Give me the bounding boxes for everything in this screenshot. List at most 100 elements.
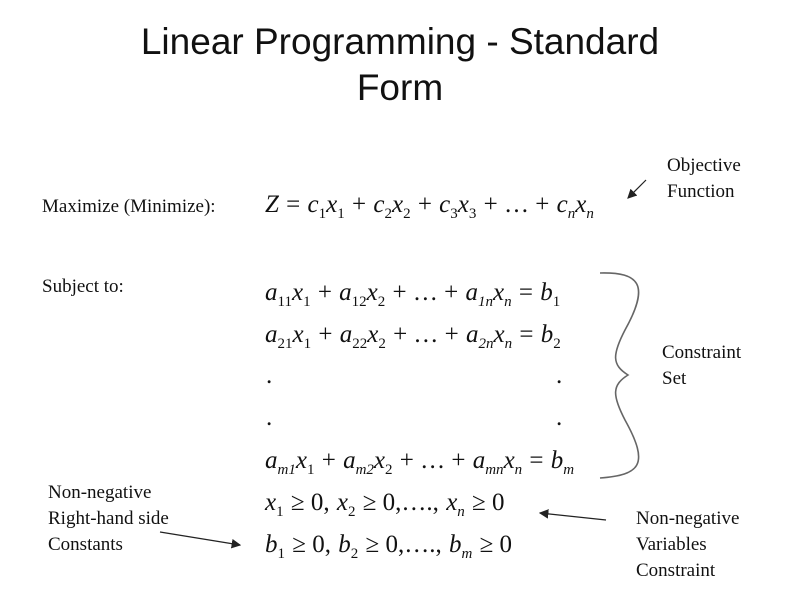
math-variable: x xyxy=(373,447,386,474)
vars-annotation-1: Non-negative xyxy=(636,508,740,529)
math-subscript: 11 xyxy=(277,294,292,310)
math-variable: b xyxy=(550,447,564,474)
nonneg-variables-formula: x1 ≥ 0, x2 ≥ 0,…., xn ≥ 0 xyxy=(265,488,506,520)
math-variable: x xyxy=(367,321,379,348)
math-subscript: 3 xyxy=(450,206,458,222)
math-subscript: 2 xyxy=(377,294,386,310)
math-operator: = xyxy=(512,279,540,306)
objective-arrow-icon xyxy=(627,179,647,199)
math-variable: x xyxy=(326,191,338,218)
objective-formula: Z = c1x1 + c2x2 + c3x3 + … + cnxn xyxy=(265,190,594,222)
math-operator: + … + xyxy=(393,447,472,474)
math-variable: b xyxy=(338,531,351,558)
math-variable: b xyxy=(265,531,278,558)
math-subscript: m xyxy=(461,546,473,562)
math-variable: a xyxy=(265,447,278,474)
math-variable: a xyxy=(343,447,356,474)
objective-annotation-2: Function xyxy=(667,181,735,202)
ellipsis-dot: . xyxy=(266,404,273,431)
math-variable: a xyxy=(339,279,352,306)
math-variable: x xyxy=(493,321,505,348)
math-operator: + … + xyxy=(477,191,556,218)
math-variable: x xyxy=(492,279,505,306)
math-variable: a xyxy=(466,321,479,348)
math-subscript: n xyxy=(514,462,523,478)
math-variable: x xyxy=(336,489,348,516)
rhs-annotation-2: Right-hand side xyxy=(48,508,169,529)
math-subscript: 2 xyxy=(385,462,393,478)
math-subscript: 1 xyxy=(303,294,311,310)
math-variable: x xyxy=(291,279,304,306)
math-subscript: 2n xyxy=(478,336,494,352)
math-subscript: 2 xyxy=(384,206,392,222)
math-variable: c xyxy=(439,191,451,218)
math-subscript: 1 xyxy=(337,206,345,222)
math-subscript: mn xyxy=(485,462,504,478)
math-subscript: 2 xyxy=(378,336,386,352)
math-subscript: 2 xyxy=(553,336,561,352)
math-subscript: 3 xyxy=(468,206,477,222)
math-operator: + xyxy=(315,447,343,474)
math-variable: a xyxy=(265,279,278,306)
title-line-2: Form xyxy=(356,67,444,108)
math-operator: ≥ 0, xyxy=(284,489,336,516)
math-variable: a xyxy=(472,447,486,474)
math-subscript: 1n xyxy=(477,294,493,310)
math-variable: x xyxy=(446,489,458,516)
vars-annotation-3: Constraint xyxy=(636,560,716,581)
math-subscript: 1 xyxy=(552,294,561,310)
math-variable: a xyxy=(265,321,278,348)
math-operator: = xyxy=(513,321,540,348)
math-operator: ≥ 0, xyxy=(286,531,338,558)
math-subscript: 1 xyxy=(277,546,286,562)
math-operator: ≥ 0 xyxy=(465,489,505,516)
math-variable: x xyxy=(292,321,304,348)
vars-annotation-2: Variables xyxy=(636,534,707,555)
math-subscript: m xyxy=(563,462,575,478)
math-variable: x xyxy=(457,191,469,218)
constraint-row-m: am1x1 + am2x2 + … + amnxn = bm xyxy=(265,446,575,478)
math-variable: c xyxy=(556,191,568,218)
math-variable: x xyxy=(391,191,404,218)
math-subscript: 1 xyxy=(303,336,312,352)
constraint-brace-icon xyxy=(599,272,640,479)
math-subscript: n xyxy=(504,294,512,310)
math-operator: = xyxy=(279,191,307,218)
math-operator: + … + xyxy=(386,279,465,306)
math-subscript: 21 xyxy=(277,336,293,352)
math-subscript: 1 xyxy=(318,206,327,222)
math-variable: b xyxy=(448,531,462,558)
math-subscript: 12 xyxy=(351,294,367,310)
ellipsis-dot: . xyxy=(556,404,563,431)
objective-annotation-1: Objective xyxy=(667,155,741,176)
math-subscript: n xyxy=(586,206,594,222)
math-subscript: 2 xyxy=(347,504,356,520)
constraint-row-1: a11x1 + a12x2 + … + a1nxn = b1 xyxy=(265,278,561,310)
math-operator: = xyxy=(523,447,550,474)
math-variable: a xyxy=(339,321,353,348)
math-operator: + xyxy=(311,279,339,306)
nonneg-rhs-formula: b1 ≥ 0, b2 ≥ 0,…., bm ≥ 0 xyxy=(265,530,513,562)
math-operator: ≥ 0,…., xyxy=(359,531,448,558)
math-variable: b xyxy=(540,279,553,306)
rhs-annotation-3: Constants xyxy=(48,534,123,555)
constraint-row-2: a21x1 + a22x2 + … + a2nxn = b2 xyxy=(265,320,561,352)
math-variable: Z xyxy=(265,191,279,218)
math-subscript: m1 xyxy=(277,462,296,478)
math-operator: ≥ 0 xyxy=(473,531,513,558)
math-variable: x xyxy=(503,447,515,474)
math-subscript: n xyxy=(567,206,576,222)
math-operator: ≥ 0,…., xyxy=(356,489,446,516)
subject-to-label: Subject to: xyxy=(42,276,124,297)
math-subscript: 2 xyxy=(350,546,359,562)
vars-arrow-icon xyxy=(538,509,607,521)
rhs-arrow-icon xyxy=(159,531,242,549)
math-variable: x xyxy=(295,447,307,474)
constraint-annotation-2: Set xyxy=(662,368,687,389)
math-operator: + … + xyxy=(386,321,466,348)
math-variable: a xyxy=(465,279,478,306)
math-subscript: 1 xyxy=(306,462,315,478)
constraint-annotation-1: Constraint xyxy=(662,342,742,363)
